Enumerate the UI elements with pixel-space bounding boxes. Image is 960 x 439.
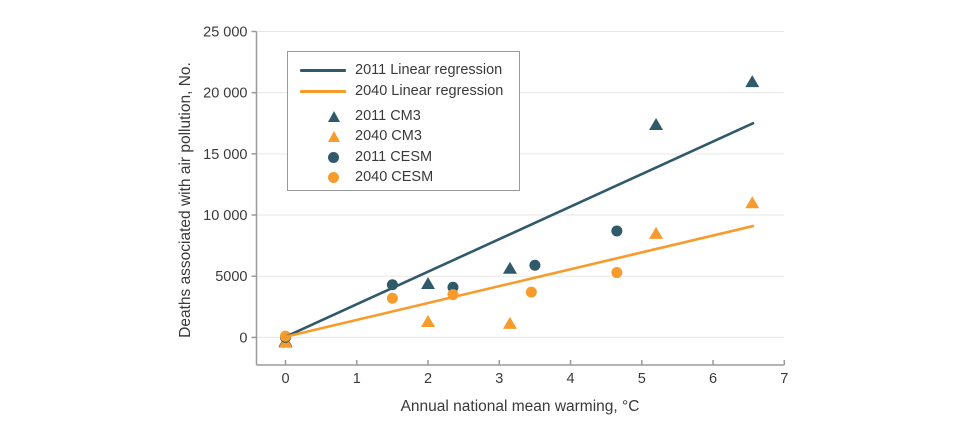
legend-item-2040-cm3: 2040 CM3 (288, 126, 519, 146)
2011-cesm-circle-swatch (328, 151, 339, 163)
marker-2040-cm3 (649, 226, 664, 239)
legend-item-2011-regression: 2011 Linear regression (288, 60, 519, 80)
y-tick-label-25000: 25 000 (203, 25, 247, 41)
2040-cesm-circle-swatch (328, 171, 339, 183)
2011-cm3-triangle-swatch (328, 110, 340, 122)
legend-item-2040-regression: 2040 Linear regression (288, 81, 519, 101)
y-tick-label-10000: 10 000 (203, 208, 247, 224)
x-tick-label-6: 6 (709, 371, 717, 387)
x-tick-label-7: 7 (780, 371, 788, 387)
marker-2011-cesm (529, 259, 541, 271)
y-tick-label-20000: 20 000 (203, 86, 247, 102)
y-tick-label-5000: 5000 (215, 269, 247, 285)
y-axis-title: Deaths associated with air pollution, No… (177, 62, 194, 338)
marker-2040-cm3 (421, 314, 436, 327)
legend: 2011 Linear regression 2040 Linear regre… (287, 51, 520, 191)
marker-2040-cm3 (745, 196, 760, 209)
y-tick-label-15000: 15 000 (203, 147, 247, 163)
marker-2011-cm3 (421, 277, 436, 290)
marker-2040-cesm (611, 267, 623, 279)
2040-cm3-triangle-swatch (328, 130, 340, 142)
legend-item-2040-cesm: 2040 CESM (288, 167, 519, 187)
legend-label: 2011 CESM (355, 149, 433, 165)
marker-2011-cm3 (502, 261, 517, 274)
x-tick-label-3: 3 (495, 371, 503, 387)
x-tick-label-1: 1 (353, 371, 361, 387)
x-axis-title: Annual national mean warming, °C (400, 398, 640, 415)
2011-regression-line-swatch (300, 68, 346, 72)
legend-label: 2040 Linear regression (355, 83, 504, 99)
x-tick-label-5: 5 (638, 371, 646, 387)
legend-label: 2011 Linear regression (355, 62, 503, 78)
x-tick-label-2: 2 (424, 371, 432, 387)
2040-linear-regression (284, 224, 755, 339)
x-tick-label-4: 4 (567, 371, 575, 387)
marker-2040-cm3 (502, 316, 517, 329)
legend-item-2011-cm3: 2011 CM3 (288, 106, 519, 126)
legend-label: 2011 CM3 (355, 108, 421, 124)
marker-2040-cesm (525, 286, 537, 298)
x-tick-label-0: 0 (281, 371, 289, 387)
y-tick-label-0: 0 (239, 330, 247, 346)
legend-label: 2040 CM3 (355, 128, 422, 144)
2011-linear-regression (284, 121, 755, 339)
marker-2040-cesm (386, 292, 398, 304)
marker-2011-cm3 (649, 117, 664, 130)
legend-item-2011-cesm: 2011 CESM (288, 147, 519, 167)
legend-label: 2040 CESM (355, 169, 434, 185)
2040-regression-line-swatch (300, 89, 346, 93)
marker-2011-cm3 (745, 75, 760, 88)
marker-2011-cesm (611, 225, 623, 237)
